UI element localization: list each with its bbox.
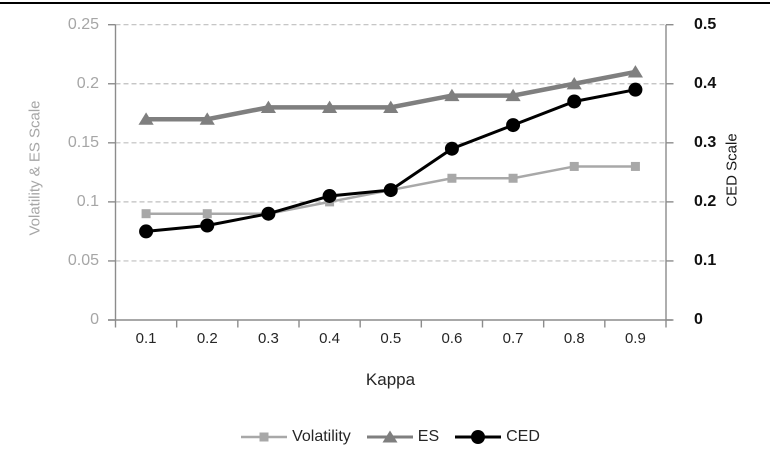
x-axis-tick-label: 0.9 (624, 330, 646, 347)
right-axis-tick-label: 0.4 (694, 74, 717, 92)
series-marker-volatility (569, 161, 579, 171)
series-marker-es (566, 76, 582, 90)
series-marker-es (627, 65, 644, 78)
left-axis-tick-label: 0.2 (76, 74, 99, 92)
x-axis-tick-label: 0.3 (257, 330, 279, 347)
right-axis-title: CED Scale (723, 133, 741, 207)
series-marker-ced (444, 141, 459, 156)
right-axis-tick-label: 0.1 (694, 251, 717, 269)
legend-item-es: ES (366, 428, 440, 445)
left-axis-title: Volatility & ES Scale (26, 100, 44, 236)
series-marker-ced (383, 183, 398, 198)
series-marker-ced (567, 94, 582, 109)
x-axis-tick-label: 0.2 (196, 330, 218, 347)
series-marker-volatility (141, 209, 151, 219)
legend-label: Volatility (292, 428, 351, 445)
series-marker-volatility (630, 161, 640, 171)
series-marker-volatility (447, 173, 457, 183)
series-marker-es (138, 112, 154, 125)
series-marker-ced (200, 218, 215, 233)
left-axis-tick-label: 0 (90, 311, 99, 328)
square-marker-icon (241, 432, 288, 442)
chart-top-border (0, 2, 770, 4)
left-axis-tick-label: 0.05 (67, 251, 99, 269)
series-marker-es (505, 88, 521, 102)
legend-item-volatility: Volatility (241, 429, 351, 445)
right-axis-tick-label: 0 (694, 311, 703, 328)
circle-marker-icon (455, 430, 502, 444)
x-axis-tick-label: 0.4 (319, 330, 340, 347)
series-marker-ced (628, 82, 643, 97)
series-marker-es (199, 112, 215, 125)
series-marker-ced (139, 224, 154, 239)
legend-item-ced: CED (455, 429, 540, 445)
left-axis-tick-label: 0.25 (67, 15, 99, 33)
triangle-marker-icon (366, 430, 413, 443)
series-marker-es (444, 88, 460, 102)
x-axis-tick-label: 0.1 (135, 330, 157, 347)
x-axis-tick-label: 0.8 (563, 330, 585, 347)
series-marker-volatility (202, 209, 212, 219)
series-marker-ced (322, 188, 337, 203)
series-marker-es (321, 100, 338, 113)
series-marker-ced (506, 118, 521, 133)
left-axis-tick-label: 0.15 (67, 133, 99, 151)
x-axis-title: Kappa (365, 370, 416, 389)
series-marker-es (383, 100, 399, 113)
right-axis-tick-label: 0.5 (694, 15, 717, 33)
legend: Volatility ES CED (0, 429, 770, 445)
legend-label: ES (417, 428, 440, 445)
series-marker-es (260, 100, 277, 113)
x-axis-tick-label: 0.6 (441, 330, 463, 347)
series-marker-ced (261, 206, 276, 221)
legend-label: CED (506, 428, 540, 445)
right-axis-tick-label: 0.2 (694, 192, 717, 210)
x-axis-tick-label: 0.5 (380, 330, 402, 347)
series-marker-volatility (508, 173, 518, 183)
left-axis-tick-label: 0.1 (76, 192, 99, 210)
right-axis-tick-label: 0.3 (694, 133, 717, 151)
x-axis-tick-label: 0.7 (502, 330, 524, 347)
